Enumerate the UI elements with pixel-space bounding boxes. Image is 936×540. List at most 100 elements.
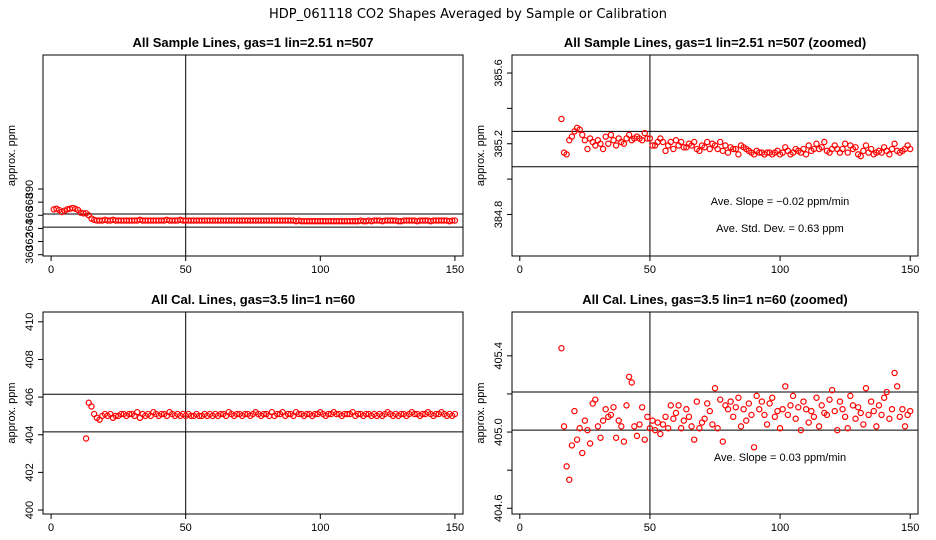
y-tick-label: 364	[24, 219, 36, 237]
data-point	[233, 410, 241, 418]
data-point	[867, 398, 875, 405]
data-point	[69, 204, 76, 212]
data-point	[828, 386, 836, 394]
data-point	[813, 394, 820, 401]
data-point	[714, 425, 721, 432]
y-tick-label: 360	[24, 246, 36, 264]
data-point	[82, 435, 90, 442]
data-point	[618, 423, 625, 430]
y-tick-label: 400	[24, 501, 36, 519]
x-tick-label: 0	[48, 522, 54, 534]
data-point	[664, 425, 672, 432]
x-tick-label: 50	[180, 522, 192, 534]
data-point	[810, 413, 818, 421]
data-point	[860, 421, 867, 428]
data-point	[774, 407, 781, 415]
data-point	[397, 410, 405, 418]
data-point	[411, 410, 418, 418]
data-point	[584, 426, 591, 434]
data-point	[896, 413, 903, 421]
data-point	[839, 145, 846, 153]
data-point	[558, 345, 565, 352]
data-point	[449, 217, 456, 224]
y-tick-label: 384.8	[493, 201, 505, 229]
data-point	[826, 396, 833, 403]
y-tick-label: 368	[24, 193, 36, 211]
data-point	[325, 410, 332, 418]
data-point	[644, 135, 651, 142]
data-point	[906, 145, 914, 153]
data-point	[573, 436, 581, 443]
data-point	[769, 394, 776, 401]
data-point	[792, 415, 799, 422]
data-point	[451, 217, 459, 224]
data-point	[717, 396, 724, 403]
data-point	[724, 149, 732, 156]
data-point	[782, 383, 789, 390]
data-point	[805, 142, 812, 149]
y-tick-label: 366	[24, 206, 36, 224]
data-point	[646, 425, 654, 432]
data-point	[706, 145, 713, 153]
data-point	[657, 430, 664, 438]
plot-frame	[42, 311, 464, 515]
data-point	[344, 410, 351, 418]
x-tick-label: 150	[901, 264, 919, 276]
data-point	[703, 400, 711, 407]
data-point	[599, 145, 607, 153]
chart-title: All Sample Lines, gas=1 lin=2.51 n=507	[133, 35, 374, 50]
data-point	[672, 137, 680, 144]
y-tick-label: 402	[24, 463, 36, 481]
data-point	[158, 410, 165, 418]
data-point	[620, 438, 628, 445]
data-point	[821, 138, 828, 146]
data-point	[849, 402, 857, 409]
data-point	[865, 411, 872, 419]
data-point	[800, 398, 807, 405]
data-point	[117, 410, 125, 418]
chart-panel-4: All Cal. Lines, gas=3.5 lin=1 n=60 (zoom…	[475, 292, 919, 534]
data-point	[883, 388, 890, 396]
data-point	[362, 410, 370, 418]
data-point	[870, 407, 877, 415]
data-point	[610, 404, 617, 411]
data-point	[610, 137, 617, 144]
data-point	[615, 417, 622, 424]
data-point	[195, 412, 203, 420]
chart-title: All Cal. Lines, gas=3.5 lin=1 n=60 (zoom…	[582, 292, 848, 307]
data-point	[576, 425, 583, 432]
data-point	[779, 405, 786, 413]
x-tick-label: 150	[446, 522, 464, 534]
data-point	[602, 133, 609, 140]
data-point	[727, 398, 734, 405]
data-point	[677, 138, 685, 146]
data-point	[602, 405, 609, 413]
data-point	[670, 145, 677, 153]
data-point	[295, 410, 302, 418]
data-point	[659, 138, 667, 146]
data-point	[860, 147, 867, 155]
data-point	[680, 144, 687, 151]
y-axis-label: approx. ppm	[475, 382, 487, 443]
data-point	[571, 407, 578, 415]
data-point	[311, 410, 319, 418]
data-point	[607, 411, 615, 419]
data-point	[701, 415, 708, 422]
data-point	[88, 403, 95, 410]
x-tick-label: 100	[311, 522, 329, 534]
data-point	[688, 423, 695, 430]
data-point	[675, 402, 682, 409]
data-point	[888, 145, 896, 153]
x-tick-label: 50	[644, 264, 656, 276]
data-point	[690, 436, 698, 443]
data-point	[758, 398, 766, 405]
data-point	[683, 405, 690, 413]
data-point	[857, 152, 864, 160]
data-point	[432, 410, 440, 418]
data-point	[854, 404, 862, 411]
chart-title: All Cal. Lines, gas=3.5 lin=1 n=60	[151, 292, 355, 307]
data-point	[789, 392, 797, 400]
data-point	[737, 423, 745, 430]
data-point	[576, 126, 583, 133]
data-point	[644, 413, 651, 421]
